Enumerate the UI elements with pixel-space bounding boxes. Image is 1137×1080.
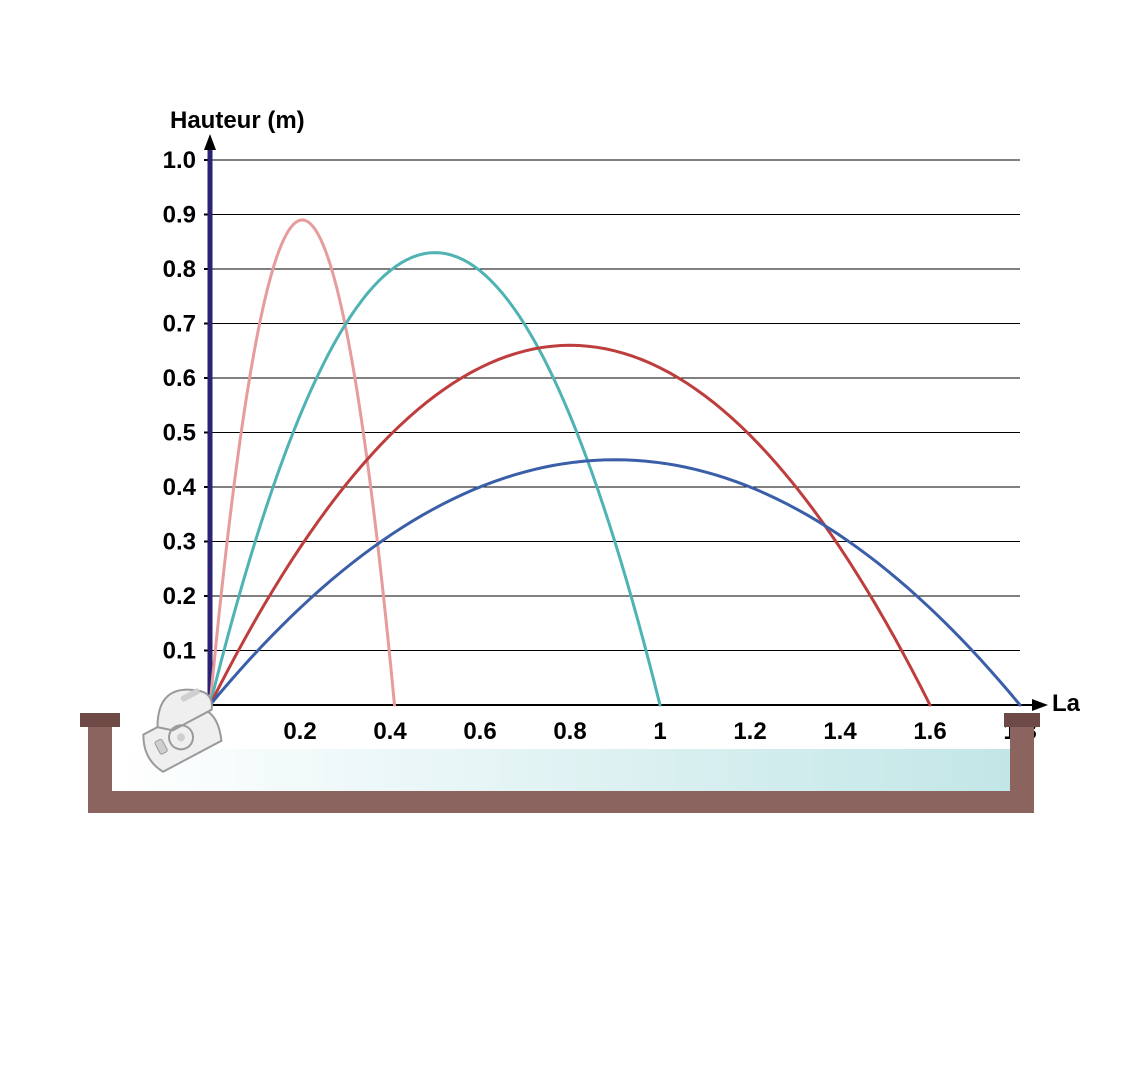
x-tick-label: 0.4: [373, 718, 407, 745]
trajectory-chart: 00.10.20.30.40.50.60.70.80.91.00.20.40.6…: [80, 110, 1080, 910]
y-tick-label: 0.9: [163, 202, 196, 229]
x-tick-label: 0.6: [463, 718, 496, 745]
y-tick-label: 0.2: [163, 583, 196, 610]
x-tick-label: 0.8: [553, 718, 586, 745]
curve-blue: [210, 460, 1020, 705]
y-tick-label: 0.3: [163, 529, 196, 556]
x-tick-label: 1: [653, 718, 666, 745]
y-axis-title: Hauteur (m): [170, 110, 305, 134]
y-tick-label: 0.5: [163, 420, 196, 447]
y-tick-label: 0.8: [163, 256, 196, 283]
chart-svg: 00.10.20.30.40.50.60.70.80.91.00.20.40.6…: [80, 110, 1080, 910]
basin-rim-left: [80, 713, 120, 727]
y-tick-label: 0.4: [163, 474, 197, 501]
y-tick-label: 0.1: [163, 638, 196, 665]
x-tick-label: 0.2: [283, 718, 316, 745]
x-axis-title: Largeur (m): [1052, 690, 1080, 717]
x-tick-label: 1.6: [913, 718, 946, 745]
x-tick-label: 1.2: [733, 718, 766, 745]
y-tick-label: 1.0: [163, 147, 196, 174]
basin-water: [112, 749, 1010, 791]
y-tick-label: 0.6: [163, 365, 196, 392]
curve-teal: [210, 253, 660, 705]
basin-rim-right: [1004, 713, 1040, 727]
x-tick-label: 1.4: [823, 718, 857, 745]
basin-floor: [88, 791, 1034, 813]
y-tick-label: 0.7: [163, 311, 196, 338]
